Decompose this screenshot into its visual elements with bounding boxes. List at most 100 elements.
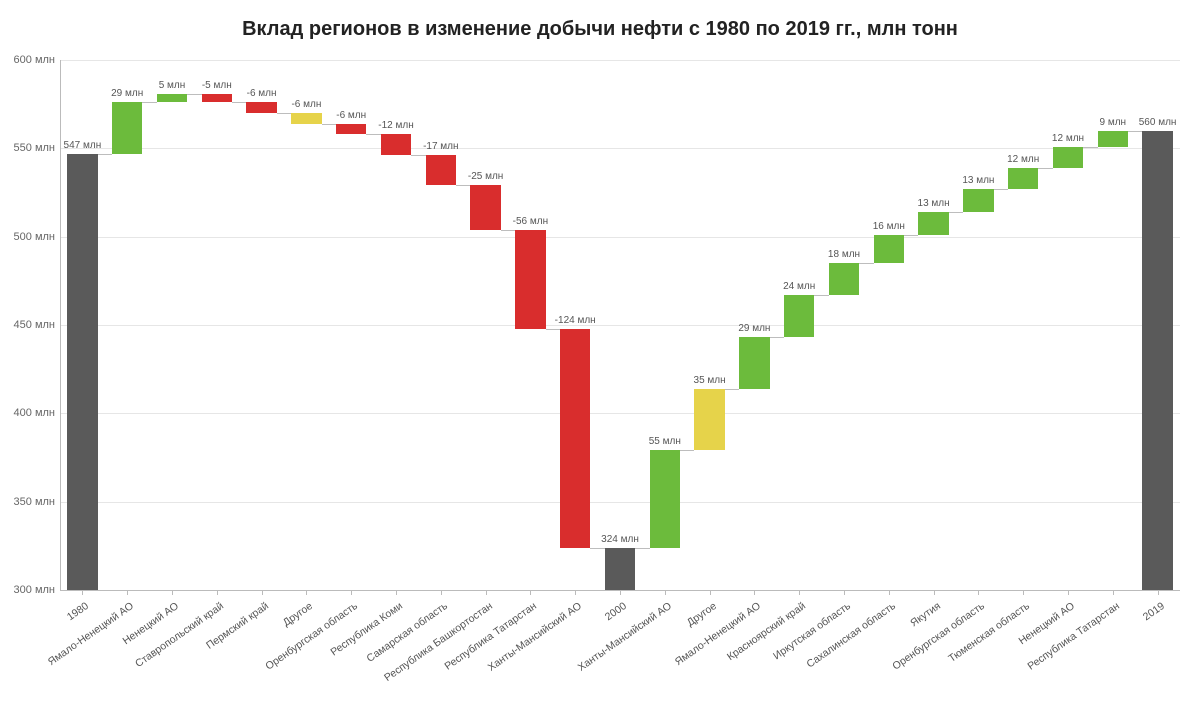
x-axis-label: Якутия <box>908 600 943 629</box>
gridline <box>60 413 1180 414</box>
bar-value-label: -12 млн <box>378 120 413 131</box>
bar-value-label: 12 млн <box>1007 154 1039 165</box>
waterfall-connector <box>366 134 380 135</box>
waterfall-bar <box>829 263 859 295</box>
x-axis-tick <box>710 590 711 595</box>
waterfall-bar <box>336 124 366 135</box>
y-axis-tick-label: 600 млн <box>5 54 55 66</box>
waterfall-bar <box>246 102 276 113</box>
x-axis-label: 2019 <box>1140 600 1166 623</box>
waterfall-bar <box>67 154 97 590</box>
waterfall-connector <box>725 389 739 390</box>
x-axis-label: 1980 <box>65 600 91 623</box>
x-axis-tick <box>575 590 576 595</box>
waterfall-bar <box>963 189 993 212</box>
bar-value-label: 547 млн <box>64 140 102 151</box>
waterfall-connector <box>994 189 1008 190</box>
waterfall-connector <box>635 548 649 549</box>
bar-value-label: 13 млн <box>962 175 994 186</box>
waterfall-connector <box>456 185 470 186</box>
waterfall-bar <box>470 185 500 229</box>
y-axis-line <box>60 60 61 590</box>
waterfall-connector <box>187 94 201 95</box>
bar-value-label: 35 млн <box>694 375 726 386</box>
waterfall-connector <box>680 450 694 451</box>
x-axis-tick <box>665 590 666 595</box>
waterfall-bar <box>426 155 456 185</box>
x-axis-tick <box>1068 590 1069 595</box>
waterfall-connector <box>98 154 112 155</box>
chart-title: Вклад регионов в изменение добычи нефти … <box>0 18 1200 41</box>
x-axis-tick <box>441 590 442 595</box>
y-axis-tick-label: 350 млн <box>5 496 55 508</box>
x-axis-label: Тюменская область <box>947 600 1032 665</box>
bar-value-label: 18 млн <box>828 249 860 260</box>
waterfall-bar <box>112 102 142 153</box>
bar-value-label: 16 млн <box>873 221 905 232</box>
x-axis-tick <box>934 590 935 595</box>
waterfall-bar <box>605 548 635 590</box>
y-axis-tick-label: 400 млн <box>5 407 55 419</box>
waterfall-bar <box>874 235 904 263</box>
x-axis-label: Ямало-Ненецкий АО <box>46 600 136 668</box>
bar-value-label: -6 млн <box>247 88 277 99</box>
waterfall-bar <box>157 94 187 103</box>
bar-value-label: -5 млн <box>202 80 232 91</box>
x-axis-tick <box>306 590 307 595</box>
x-axis-tick <box>127 590 128 595</box>
waterfall-bar <box>1098 131 1128 147</box>
bar-value-label: 12 млн <box>1052 133 1084 144</box>
bar-value-label: 9 млн <box>1100 117 1127 128</box>
waterfall-bar <box>918 212 948 235</box>
x-axis-tick <box>978 590 979 595</box>
x-axis-tick <box>351 590 352 595</box>
x-axis-tick <box>799 590 800 595</box>
waterfall-connector <box>142 102 156 103</box>
waterfall-bar <box>650 450 680 547</box>
waterfall-connector <box>546 329 560 330</box>
waterfall-chart: Вклад регионов в изменение добычи нефти … <box>0 0 1200 712</box>
waterfall-bar <box>1008 168 1038 189</box>
waterfall-connector <box>1038 168 1052 169</box>
waterfall-bar <box>784 295 814 337</box>
x-axis-tick <box>620 590 621 595</box>
waterfall-bar <box>202 94 232 103</box>
x-axis-tick <box>1158 590 1159 595</box>
waterfall-connector <box>232 102 246 103</box>
bar-value-label: 29 млн <box>738 323 770 334</box>
x-axis-tick <box>217 590 218 595</box>
bar-value-label: 324 млн <box>601 534 639 545</box>
waterfall-connector <box>501 230 515 231</box>
x-axis-label: Другое <box>684 600 718 629</box>
waterfall-connector <box>590 548 604 549</box>
x-axis-tick <box>844 590 845 595</box>
x-axis-tick <box>530 590 531 595</box>
gridline <box>60 60 1180 61</box>
bar-value-label: -25 млн <box>468 171 503 182</box>
bar-value-label: 29 млн <box>111 88 143 99</box>
y-axis-tick-label: 450 млн <box>5 319 55 331</box>
x-axis-tick <box>1023 590 1024 595</box>
bar-value-label: -6 млн <box>336 110 366 121</box>
waterfall-bar <box>515 230 545 329</box>
plot-area: 300 млн350 млн400 млн450 млн500 млн550 м… <box>60 60 1180 590</box>
waterfall-connector <box>411 155 425 156</box>
waterfall-connector <box>1083 147 1097 148</box>
y-axis-tick-label: 500 млн <box>5 231 55 243</box>
waterfall-bar <box>739 337 769 388</box>
waterfall-connector <box>814 295 828 296</box>
x-axis-tick <box>1113 590 1114 595</box>
gridline <box>60 502 1180 503</box>
x-axis-tick <box>262 590 263 595</box>
gridline <box>60 148 1180 149</box>
bar-value-label: -124 млн <box>555 315 596 326</box>
waterfall-connector <box>277 113 291 114</box>
waterfall-connector <box>904 235 918 236</box>
waterfall-connector <box>1128 131 1142 132</box>
x-axis-label: 2000 <box>603 600 629 623</box>
waterfall-connector <box>770 337 784 338</box>
x-axis-tick <box>82 590 83 595</box>
gridline <box>60 237 1180 238</box>
x-axis-tick <box>486 590 487 595</box>
x-axis-tick <box>396 590 397 595</box>
